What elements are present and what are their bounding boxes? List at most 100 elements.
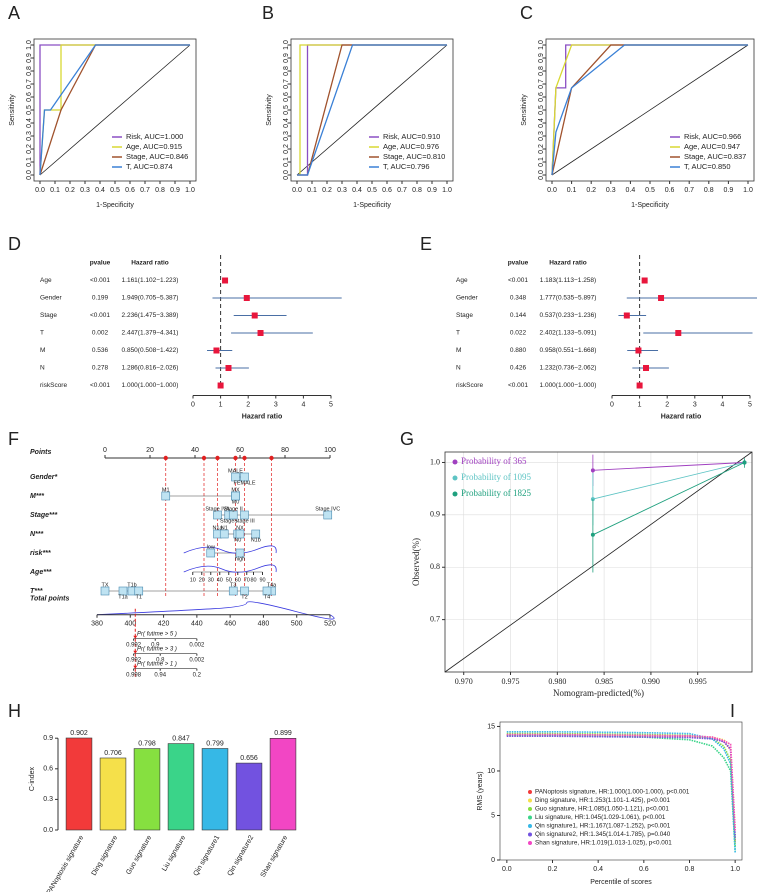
x-tick-label: 0.4	[95, 187, 105, 194]
row-label: Age	[456, 277, 468, 284]
hr-point	[636, 382, 643, 389]
legend-swatch	[528, 798, 532, 803]
selected-point	[233, 455, 238, 461]
selected-point	[163, 455, 168, 461]
x-axis-label: 1-Specificity	[353, 202, 391, 209]
y-tick-label: 0.9	[538, 53, 545, 63]
legend-label: Risk, AUC=0.910	[383, 132, 440, 141]
hr-label: 1.286(0.816−2.026)	[122, 365, 179, 372]
x-tick-label: 0.0	[547, 187, 557, 194]
hr-point	[225, 365, 232, 371]
x-tick-label: 1.0	[442, 187, 452, 194]
survival-tick-label: 0.002	[189, 642, 205, 648]
x-axis-label: 1-Specificity	[96, 202, 134, 209]
total-tick-label: 500	[291, 621, 303, 628]
arrowhead	[133, 635, 138, 639]
rms-line	[506, 735, 736, 838]
legend-label: Probability of 1825	[461, 488, 531, 498]
hr-label: 1.183(1.113−1.258)	[540, 277, 596, 284]
level-label: M1	[162, 487, 170, 493]
row-label: Stage***	[30, 512, 58, 519]
x-tick-label: 0.980	[548, 677, 566, 686]
x-tick-label: 4	[301, 401, 305, 408]
x-tick-label: 0	[103, 447, 107, 454]
row-label: Stage	[456, 312, 473, 319]
total-tick-label: 380	[91, 621, 103, 628]
roc-curve	[551, 44, 748, 176]
panel-label: G	[400, 429, 414, 449]
row-label: N	[456, 365, 461, 372]
x-tick-label: 3	[693, 401, 697, 408]
value-label: 0.899	[274, 730, 292, 737]
y-tick-label: 1.0	[430, 457, 440, 466]
x-tick-label: 0.4	[593, 866, 603, 873]
total-tick-label: 520	[324, 621, 336, 628]
scale-label: 80	[250, 577, 256, 583]
hr-point	[675, 330, 682, 336]
hr-label: 1.949(0.705−5.387)	[122, 295, 179, 302]
panel-label: B	[262, 3, 274, 23]
y-tick-label: 0.3	[43, 796, 53, 803]
legend-swatch	[528, 815, 532, 820]
x-tick-label: 0.8	[704, 187, 714, 194]
legend-swatch	[528, 807, 532, 811]
scale-label: 40	[217, 577, 223, 583]
hr-label: 0.537(0.233−1.236)	[540, 312, 597, 319]
hr-point	[213, 347, 220, 354]
scale-label: 30	[208, 577, 214, 583]
legend-label: Stage, AUC=0.837	[684, 152, 746, 161]
row-label: riskScore	[40, 382, 67, 389]
level-label: Stage I	[220, 518, 238, 524]
x-tick-label: 0.6	[665, 187, 675, 194]
x-tick-label: 1	[219, 401, 223, 408]
panel-label: F	[8, 429, 19, 449]
level-label: N0	[234, 537, 241, 543]
calibration-line	[592, 462, 745, 500]
hr-point	[658, 295, 665, 301]
y-tick-label: 0.4	[283, 118, 290, 128]
value-label: 0.798	[138, 740, 156, 747]
y-tick-label: 0.0	[538, 170, 545, 180]
level-label: T1	[136, 594, 142, 600]
level-box	[235, 529, 245, 539]
x-tick-label: 0.990	[642, 677, 660, 686]
x-axis-label: Hazard ratio	[661, 413, 701, 420]
y-tick-label: 0.0	[43, 827, 53, 834]
x-tick-label: 0.2	[586, 187, 596, 194]
row-label: M***	[30, 493, 44, 500]
y-tick-label: 0.6	[538, 92, 545, 102]
x-tick-label: Shan signature	[260, 834, 290, 878]
row-label: Total points	[30, 596, 70, 603]
x-tick-label: Ding signature	[91, 834, 120, 877]
hr-label: 0.850(0.508−1.422)	[122, 347, 179, 354]
level-box	[231, 472, 240, 482]
bar	[65, 737, 93, 831]
level-label: T2	[241, 594, 247, 600]
roc-curve	[297, 44, 447, 176]
row-label: T***	[30, 588, 43, 595]
y-tick-label: 0	[491, 857, 495, 864]
total-tick-label: 460	[224, 621, 236, 628]
legend-label: Guo signature, HR:1.085(1.050-1.121), p<…	[535, 806, 669, 813]
p-value: <0.001	[90, 277, 110, 284]
panel-label: I	[730, 701, 735, 721]
y-tick-label: 0.0	[283, 170, 290, 180]
level-box	[161, 491, 171, 501]
p-value: 0.426	[510, 365, 527, 372]
row-label: T	[40, 330, 44, 337]
x-tick-label: 0.3	[337, 187, 347, 194]
x-tick-label: 2	[246, 401, 250, 408]
x-tick-label: 0.3	[80, 187, 90, 194]
x-tick-label: 0.5	[645, 187, 655, 194]
x-tick-label: 0.5	[110, 187, 120, 194]
bar	[167, 743, 195, 831]
legend-swatch	[528, 790, 532, 794]
hr-point	[623, 312, 630, 319]
y-tick-label: 0.2	[26, 144, 33, 154]
p-value: 0.348	[510, 295, 527, 302]
x-tick-label: 1	[638, 401, 642, 408]
x-tick-label: 0.2	[65, 187, 75, 194]
y-tick-label: 0.2	[538, 144, 545, 154]
legend-label: PANoptosis signature, HR:1.000(1.000-1.0…	[535, 789, 690, 796]
row-label: M	[40, 347, 45, 354]
